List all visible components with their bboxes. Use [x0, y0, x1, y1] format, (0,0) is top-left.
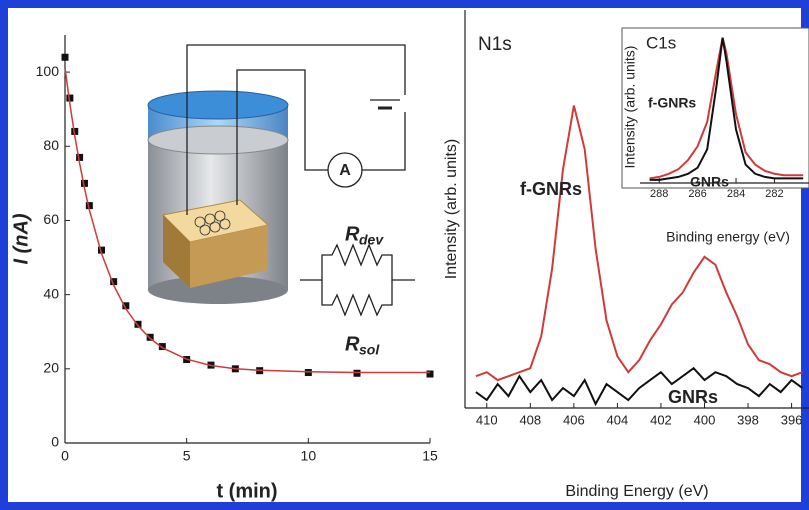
panel-title: N1s	[478, 34, 512, 55]
x-tick-label: 396	[781, 412, 803, 427]
circuit-label-sub: sol	[359, 342, 380, 358]
circuit-label-sub: dev	[359, 232, 384, 248]
y-tick-label: 0	[51, 434, 59, 450]
figure: 051015020406080100t (min)I (nA)ARdevRsol…	[0, 0, 809, 510]
y-axis-label: Intensity (arb. units)	[443, 139, 460, 280]
y-tick-label: 100	[36, 63, 60, 79]
x-tick-label: 0	[61, 448, 69, 464]
circuit-label: A	[339, 162, 351, 179]
data-point	[354, 370, 361, 377]
series-label: GNRs	[690, 174, 729, 190]
circuit-label: R	[345, 333, 360, 355]
x-axis-label: Binding Energy (eV)	[565, 483, 708, 500]
panel-title: C1s	[646, 33, 676, 52]
series-label: GNRs	[668, 387, 718, 407]
x-tick-label: 400	[694, 412, 716, 427]
y-tick-label: 20	[43, 360, 59, 376]
x-tick-label: 406	[563, 412, 585, 427]
y-tick-label: 80	[43, 137, 59, 153]
series-label: f-GNRs	[648, 95, 696, 111]
y-axis-label: Intensity (arb. units)	[622, 46, 638, 169]
page: 051015020406080100t (min)I (nA)ARdevRsol…	[0, 0, 809, 510]
y-tick-label: 60	[43, 211, 59, 227]
circuit-illustration	[148, 45, 415, 315]
x-tick-label: 10	[301, 448, 317, 464]
series-label: f-GNRs	[520, 179, 582, 199]
circuit-label: R	[345, 223, 360, 245]
x-tick-label: 404	[607, 412, 629, 427]
y-tick-label: 40	[43, 285, 59, 301]
x-tick-label: 284	[727, 188, 745, 200]
data-point	[62, 54, 69, 61]
x-tick-label: 282	[765, 188, 783, 200]
x-tick-label: 5	[183, 448, 191, 464]
x-tick-label: 408	[519, 412, 541, 427]
x-axis-label: t (min)	[216, 480, 277, 502]
x-tick-label: 15	[422, 448, 438, 464]
data-line	[476, 368, 803, 404]
data-point	[427, 371, 434, 378]
y-axis-label: I (nA)	[10, 213, 32, 264]
x-tick-label: 288	[650, 188, 668, 200]
x-tick-label: 410	[476, 412, 498, 427]
x-tick-label: 402	[650, 412, 672, 427]
x-tick-label: 398	[737, 412, 759, 427]
x-axis-label: Binding energy (eV)	[666, 229, 790, 245]
x-tick-label: 286	[688, 188, 706, 200]
